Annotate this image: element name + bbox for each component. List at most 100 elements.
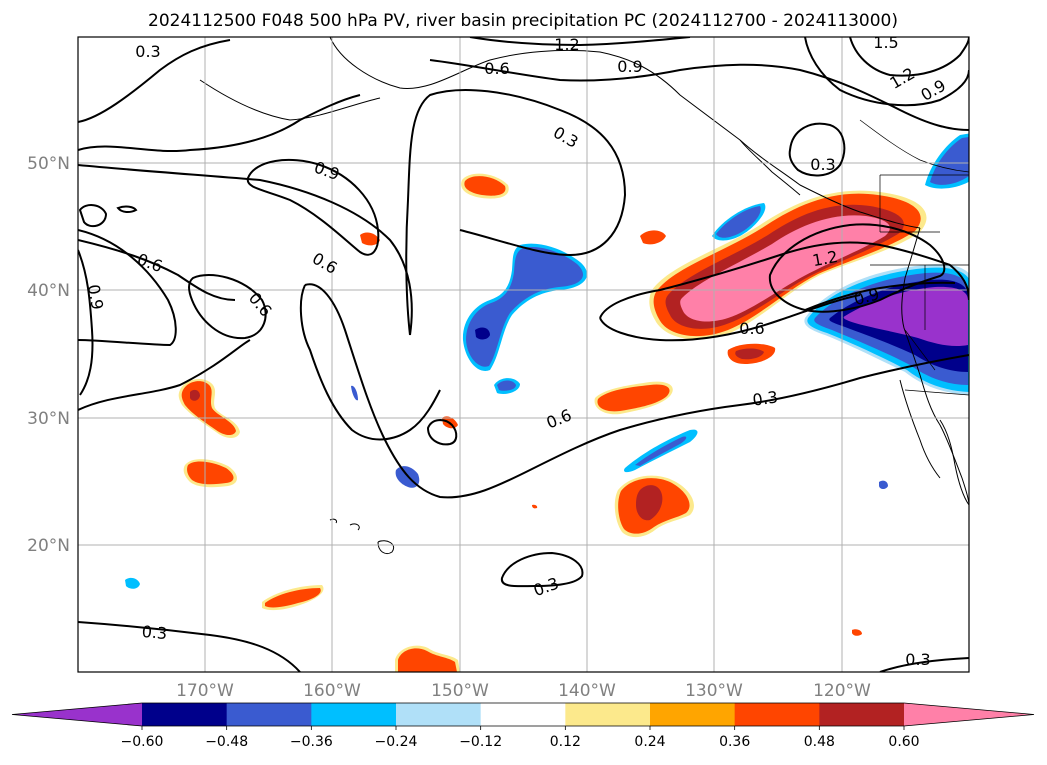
lat-label: 20°N: [27, 536, 70, 556]
contour-label: 0.3: [751, 387, 779, 409]
border-us-canada: [859, 119, 969, 173]
pv-contour: [804, 281, 956, 311]
coastline-north-america: [901, 227, 969, 506]
gridlines: [78, 37, 969, 672]
pv-contour: [599, 294, 861, 342]
contour-label: 0.3: [135, 42, 160, 61]
pv-contour: [469, 37, 691, 47]
lat-label: 40°N: [27, 281, 70, 301]
precip-positive-region: [852, 629, 862, 636]
pv-contour: [304, 283, 969, 499]
coastline-hawaii: [329, 518, 394, 555]
colorbar-segments: [12, 703, 1034, 726]
contour-label: 0.9: [617, 57, 642, 76]
map-frame: [77, 36, 970, 673]
precip-positive-region: [636, 485, 663, 521]
contour-label: 1.5: [873, 33, 898, 52]
lat-label: 30°N: [27, 409, 70, 429]
precip-positive-region: [532, 504, 538, 509]
lat-label: 50°N: [27, 154, 70, 174]
coastline-mexico: [939, 419, 969, 506]
colorbar-segment: [650, 703, 736, 726]
colorbar-segment: [819, 703, 905, 726]
pv-contour: [599, 241, 969, 319]
coastline-baja: [899, 379, 941, 479]
precip-positive-region: [187, 461, 234, 485]
colorbar-extend-max: [904, 703, 1034, 726]
border-us-states: [870, 175, 969, 371]
lon-label: 150°W: [431, 681, 489, 701]
pv-contour: [78, 249, 94, 396]
precip-positive-region: [398, 648, 457, 672]
pv-contour: [78, 204, 108, 228]
lon-label: 140°W: [558, 681, 616, 701]
pv-contour: [788, 122, 846, 177]
pv-contour: [299, 284, 441, 441]
pv-contour: [78, 164, 413, 336]
precip-negative-region: [466, 247, 584, 367]
colorbar-tick-label: 0.24: [634, 734, 665, 750]
contour-label: 0.9: [84, 283, 107, 311]
colorbar-ticks: −0.60 −0.48 −0.36 −0.24 −0.12 0.12 0.24 0.36 0.4…: [121, 726, 920, 750]
colorbar-tick-label: 0.48: [804, 734, 835, 750]
precip-negative-region: [351, 385, 358, 401]
pv-contour: [500, 551, 584, 588]
precip-negative-region: [125, 577, 140, 589]
map-panel: 0.3 0.3 0.3 0.3 0.3 0.3 0.3 0.6 0.6 0.6 …: [27, 33, 970, 701]
contour-label: 1.2: [811, 247, 839, 270]
precip-negative-region: [497, 380, 516, 391]
colorbar-segment: [226, 703, 312, 726]
pv-contour-layer: [78, 37, 969, 672]
precip-positive-region: [265, 588, 321, 608]
contour-label: 0.6: [484, 59, 509, 78]
precip-negative-region: [475, 327, 490, 340]
contour-label: 0.3: [141, 622, 168, 643]
contour-label: 0.3: [905, 650, 930, 669]
colorbar: −0.60 −0.48 −0.36 −0.24 −0.12 0.12 0.24 0.36 0.4…: [11, 702, 1035, 750]
precip-negative-region: [930, 137, 969, 185]
colorbar-tick-label: 0.36: [719, 734, 750, 750]
pv-contour: [426, 419, 458, 446]
pv-contour: [429, 59, 969, 131]
figure-title: 2024112500 F048 500 hPa PV, river basin …: [148, 11, 898, 31]
pv-contour: [879, 657, 969, 672]
contour-label: 0.3: [810, 155, 835, 174]
colorbar-tick-label: −0.36: [290, 734, 333, 750]
colorbar-tick-label: 0.12: [550, 734, 581, 750]
contour-label: 1.2: [554, 35, 579, 54]
pv-contour: [78, 94, 361, 153]
map-background: [78, 37, 969, 672]
colorbar-tick-label: −0.60: [121, 734, 164, 750]
precip-positive-region: [640, 230, 666, 245]
colorbar-segment: [734, 703, 820, 726]
colorbar-segment: [396, 703, 482, 726]
colorbar-segment: [311, 703, 397, 726]
border-us-mexico: [904, 389, 969, 396]
pv-contour: [405, 89, 627, 336]
coastline-vancouver-island: [739, 139, 801, 196]
precip-positive-region: [597, 384, 670, 412]
pv-contour: [849, 37, 969, 77]
colorbar-segment: [480, 703, 566, 726]
colorbar-tick-label: −0.12: [459, 734, 502, 750]
colorbar-segment: [142, 703, 228, 726]
coastline-alaska: [329, 37, 921, 229]
coastline-layer: [199, 37, 969, 555]
precip-negative-region: [879, 480, 888, 489]
precip-positive-region: [735, 348, 764, 360]
pv-contour: [116, 205, 138, 214]
pv-contour: [78, 239, 236, 301]
colorbar-tick-label: 0.60: [888, 734, 919, 750]
coastline-aleutians: [199, 79, 381, 121]
pv-contour: [78, 39, 231, 123]
lon-label: 130°W: [685, 681, 743, 701]
precip-positive-region: [680, 215, 890, 322]
lon-label: 120°W: [813, 681, 871, 701]
pv-contour: [78, 621, 301, 672]
pv-contour: [246, 158, 380, 256]
precipitation-fill-layer: [125, 133, 969, 672]
colorbar-extend-min: [12, 703, 142, 726]
precip-positive-region: [360, 232, 380, 246]
pv-contour: [804, 37, 969, 107]
